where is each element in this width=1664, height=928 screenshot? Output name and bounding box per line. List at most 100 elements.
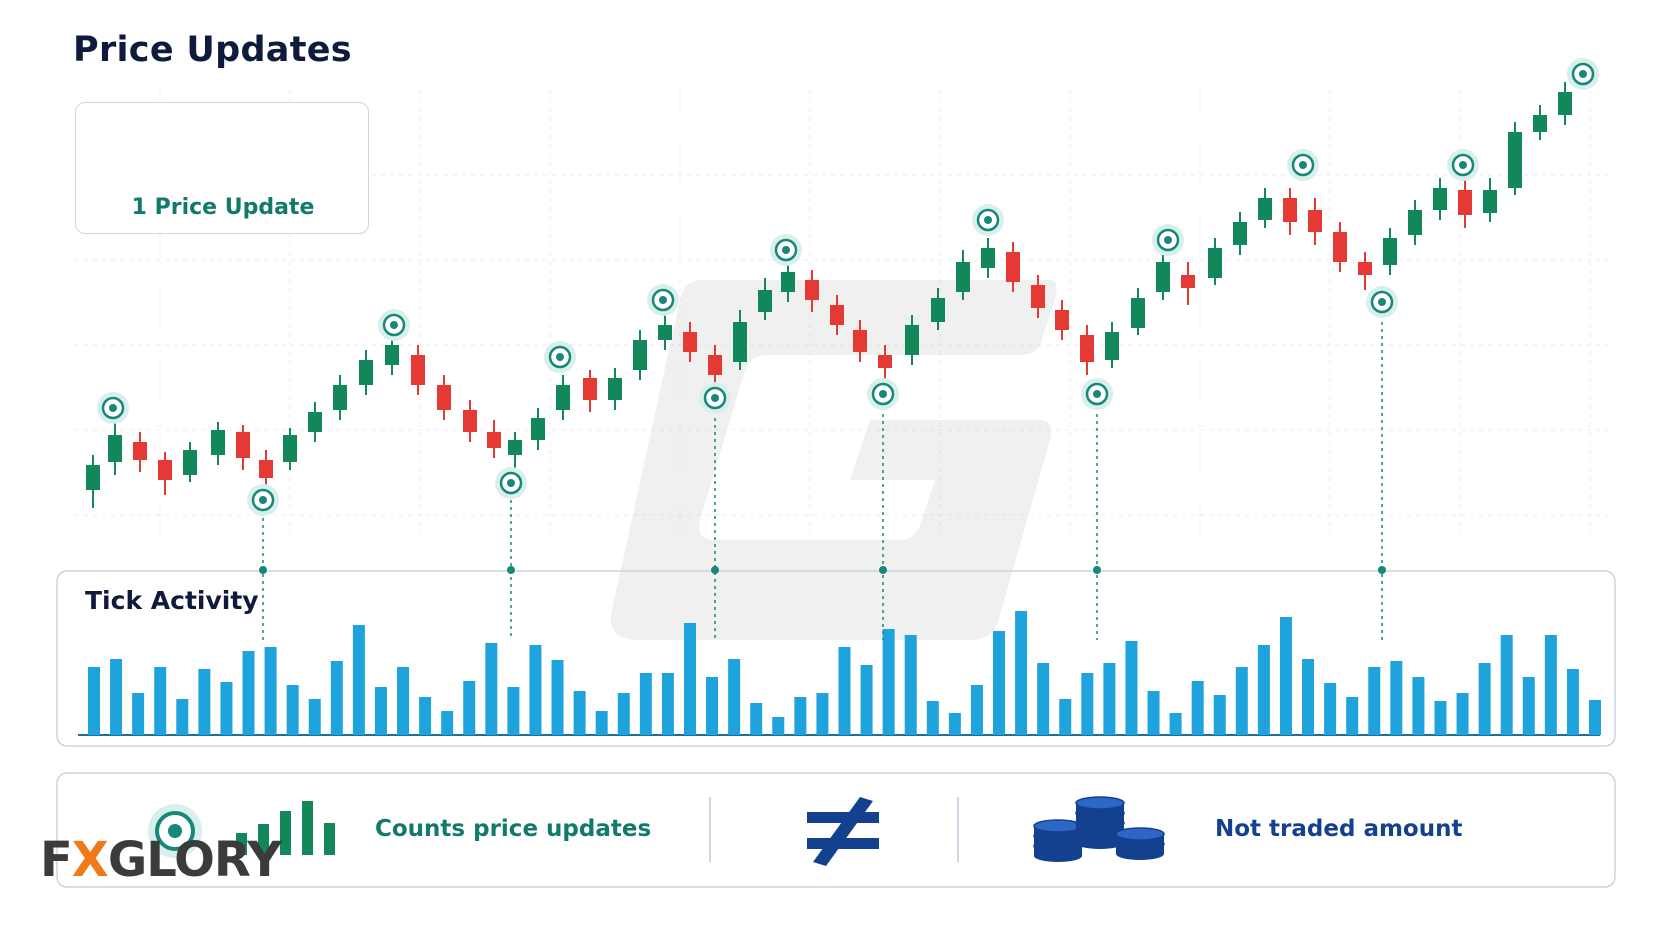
candle-body	[108, 435, 122, 462]
candle-body	[1558, 92, 1572, 115]
candle-body	[583, 378, 597, 400]
tick-marker-icon	[544, 341, 576, 373]
bearish-candle	[805, 270, 819, 312]
bearish-candle	[411, 345, 425, 395]
candle-body	[1358, 262, 1372, 275]
candle-body	[633, 340, 647, 370]
candle-body	[487, 432, 501, 448]
tick-bar	[948, 713, 961, 735]
bullish-candle	[531, 408, 545, 450]
bullish-candle	[1258, 188, 1272, 228]
tick-bar	[1368, 667, 1381, 735]
tick-bar	[1037, 663, 1050, 735]
tick-bar	[397, 667, 410, 735]
bullish-candle	[658, 315, 672, 350]
tick-bar	[904, 635, 917, 735]
bearish-candle	[133, 432, 147, 472]
candle-body	[86, 465, 100, 490]
tick-marker-icon	[699, 382, 731, 414]
tick-bar	[1544, 635, 1557, 735]
coin-edge	[1034, 830, 1082, 842]
bullish-candle	[1383, 228, 1397, 275]
tick-bar	[595, 711, 608, 735]
bearish-candle	[1458, 180, 1472, 228]
tick-activity-panel	[56, 570, 1616, 747]
bullish-candle	[1433, 178, 1447, 220]
candle-body	[658, 325, 672, 340]
tick-bar	[970, 685, 983, 735]
bearish-candle	[878, 345, 892, 380]
candle-body	[1006, 252, 1020, 282]
tick-marker-dot	[711, 394, 719, 402]
page-title: Price Updates	[73, 30, 352, 70]
tick-bar	[132, 693, 145, 735]
candle-body	[878, 355, 892, 368]
tick-bar	[88, 667, 100, 735]
tick-marker-icon	[1287, 149, 1319, 181]
tick-marker-dot	[984, 216, 992, 224]
bullish-candle	[931, 288, 945, 330]
tick-marker-icon	[97, 392, 129, 424]
bullish-candle	[758, 278, 772, 320]
connector-dot	[1378, 566, 1386, 574]
tick-marker-dot	[109, 404, 117, 412]
tick-bar	[1522, 677, 1535, 735]
bearish-candle	[1181, 262, 1195, 305]
bullish-candle	[781, 262, 795, 302]
tick-bar	[551, 660, 564, 735]
coin-edge	[1076, 817, 1124, 829]
candle-body	[508, 440, 522, 455]
tick-activity-title: Tick Activity	[85, 586, 259, 615]
bullish-candle	[1483, 178, 1497, 222]
candle-body	[853, 330, 867, 352]
not-equal-icon	[807, 797, 879, 866]
candle-body	[758, 290, 772, 312]
tick-bar	[1235, 667, 1248, 735]
candlesticks	[86, 82, 1572, 508]
candle-body	[359, 360, 373, 385]
tick-bar	[1324, 683, 1337, 735]
tick-bar	[154, 667, 167, 735]
bullish-candle	[211, 422, 225, 465]
candle-body	[1156, 262, 1170, 292]
tick-bar	[1456, 693, 1469, 735]
legend-box: 1 Price Update	[75, 102, 369, 234]
tick-bar	[838, 647, 851, 735]
bullish-candle	[1558, 82, 1572, 125]
tick-marker-dot	[1093, 390, 1101, 398]
bullish-candle	[981, 238, 995, 278]
coin-edge	[1076, 837, 1124, 849]
candle-body	[781, 272, 795, 292]
tick-bar	[1169, 713, 1182, 735]
bearish-candle	[1283, 188, 1297, 235]
tick-bar	[1059, 699, 1072, 735]
coin-top	[1075, 796, 1125, 810]
coin-edge	[1116, 838, 1164, 850]
tick-marker-dot	[1579, 70, 1587, 78]
bearish-candle	[830, 295, 844, 335]
bullish-candle	[1508, 122, 1522, 195]
candle-body	[308, 412, 322, 432]
candle-body	[1283, 198, 1297, 222]
candle-body	[1483, 190, 1497, 213]
tick-bar	[330, 661, 343, 735]
candle-body	[956, 262, 970, 292]
candle-body	[1533, 115, 1547, 132]
tick-bar	[816, 693, 829, 735]
bullish-candle	[1156, 252, 1170, 300]
bearish-candle	[487, 420, 501, 458]
tick-marker-dot	[1378, 298, 1386, 306]
tick-bar	[176, 699, 189, 735]
tick-marker-dot	[1164, 236, 1172, 244]
coin-edge	[1076, 807, 1124, 819]
tick-bar	[308, 699, 321, 735]
tick-bar	[1589, 700, 1601, 735]
candle-body	[1408, 210, 1422, 235]
candle-body	[905, 325, 919, 355]
bullish-candle	[733, 310, 747, 370]
bullish-candle	[283, 428, 297, 470]
candle-body	[708, 355, 722, 375]
tick-marker-dot	[782, 246, 790, 254]
candle-body	[385, 345, 399, 365]
